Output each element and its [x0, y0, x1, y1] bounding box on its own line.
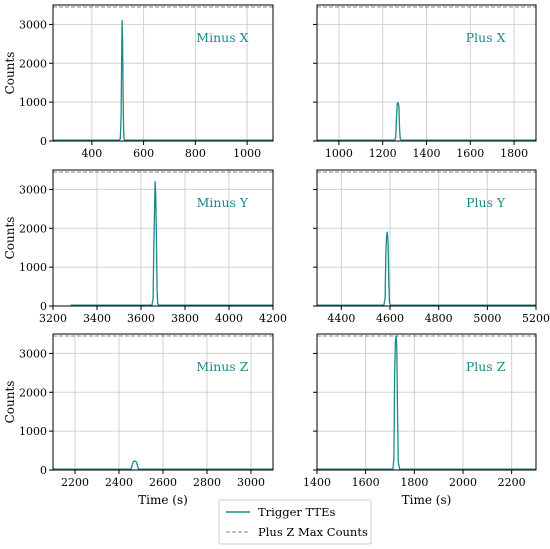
panel-label-minus-z: Minus Z — [196, 359, 248, 374]
legend-label-max-counts: Plus Z Max Counts — [258, 525, 368, 539]
x-tick-label: 3200 — [39, 312, 67, 325]
x-tick-label: 4600 — [376, 312, 404, 325]
panel-label-plus-x: Plus X — [466, 30, 506, 45]
panel-label-plus-y: Plus Y — [466, 195, 506, 210]
panel-label-minus-y: Minus Y — [197, 195, 249, 210]
y-tick-label: 0 — [40, 464, 47, 477]
y-tick-label: 0 — [40, 135, 47, 148]
panel-plus-x: 1000 1200 1400 1600 1800 Plus X — [313, 4, 537, 160]
panel-label-minus-x: Minus X — [196, 30, 248, 45]
series-trigger-ttes-plus-x — [317, 101, 536, 141]
legend-box — [218, 499, 372, 545]
x-tick-label: 1000 — [233, 147, 261, 160]
axes-frame-minus-y — [52, 169, 274, 307]
y-tick-label: 1000 — [19, 425, 47, 438]
y-tick-label: 1000 — [19, 96, 47, 109]
x-tick-label: 800 — [185, 147, 206, 160]
x-tick-label: 2600 — [149, 476, 177, 489]
x-tick-label: 2200 — [61, 476, 89, 489]
x-tick-label: 1600 — [456, 147, 484, 160]
x-tick-label: 4000 — [215, 312, 243, 325]
y-axis-label: Counts — [3, 217, 17, 260]
y-tick-label: 2000 — [19, 222, 47, 235]
x-tick-label: 2200 — [498, 476, 526, 489]
series-trigger-ttes-plus-z — [317, 335, 536, 470]
axes-frame-minus-x — [52, 4, 274, 142]
x-axis-label: Time (s) — [138, 493, 188, 507]
y-tick-label: 3000 — [19, 18, 47, 31]
x-tick-label: 4800 — [425, 312, 453, 325]
x-tick-label: 3600 — [127, 312, 155, 325]
x-tick-label: 2000 — [449, 476, 477, 489]
y-tick-label: 3000 — [19, 183, 47, 196]
y-tick-label: 2000 — [19, 57, 47, 70]
x-tick-label: 1200 — [369, 147, 397, 160]
x-axis-label: Time (s) — [402, 493, 452, 507]
panel-label-plus-z: Plus Z — [466, 359, 506, 374]
axes-frame-plus-z — [316, 333, 537, 471]
axes-frame-plus-y — [316, 169, 537, 307]
x-tick-label: 1400 — [303, 476, 331, 489]
y-axis-label: Counts — [3, 52, 17, 95]
y-tick-label: 0 — [40, 300, 47, 313]
series-trigger-ttes-minus-x — [53, 19, 273, 141]
x-tick-label: 5200 — [522, 312, 550, 325]
x-tick-label: 4200 — [259, 312, 287, 325]
series-trigger-ttes-minus-y — [70, 181, 273, 306]
x-tick-label: 2400 — [105, 476, 133, 489]
panel-plus-y: 4400 4600 4800 5000 5200 Plus Y — [313, 169, 550, 325]
y-axis-label: Counts — [3, 381, 17, 424]
series-trigger-ttes-minus-z — [53, 460, 273, 470]
x-tick-label: 2800 — [193, 476, 221, 489]
panel-minus-z: 2200 2400 2600 2800 3000 0 1000 2000 3000 Minus Z… — [3, 333, 274, 507]
y-tick-label: 2000 — [19, 386, 47, 399]
panel-plus-z: 1400 1600 1800 2000 2200 Plus Z Time (s) — [303, 333, 537, 507]
x-tick-label: 1800 — [400, 476, 428, 489]
x-tick-label: 1800 — [500, 147, 528, 160]
x-tick-label: 4400 — [327, 312, 355, 325]
x-tick-label: 1000 — [325, 147, 353, 160]
x-tick-label: 1400 — [413, 147, 441, 160]
x-tick-label: 3400 — [83, 312, 111, 325]
legend-label-trigger-ttes: Trigger TTEs — [258, 505, 335, 519]
y-tick-label: 3000 — [19, 347, 47, 360]
panel-minus-y: 3200 3400 3600 3800 4000 4200 0 1000 2000 3000 Min… — [3, 169, 287, 325]
legend: Trigger TTEs Plus Z Max Counts — [218, 499, 372, 545]
series-trigger-ttes-plus-y — [317, 231, 536, 306]
x-tick-label: 400 — [81, 147, 102, 160]
y-tick-label: 1000 — [19, 261, 47, 274]
x-tick-label: 3000 — [237, 476, 265, 489]
x-tick-label: 3800 — [171, 312, 199, 325]
panel-minus-x: 400 600 800 1000 0 1000 2000 3000 Minus X Counts — [3, 4, 274, 160]
x-tick-label: 5000 — [473, 312, 501, 325]
x-tick-label: 600 — [133, 147, 154, 160]
x-tick-label: 1600 — [352, 476, 380, 489]
